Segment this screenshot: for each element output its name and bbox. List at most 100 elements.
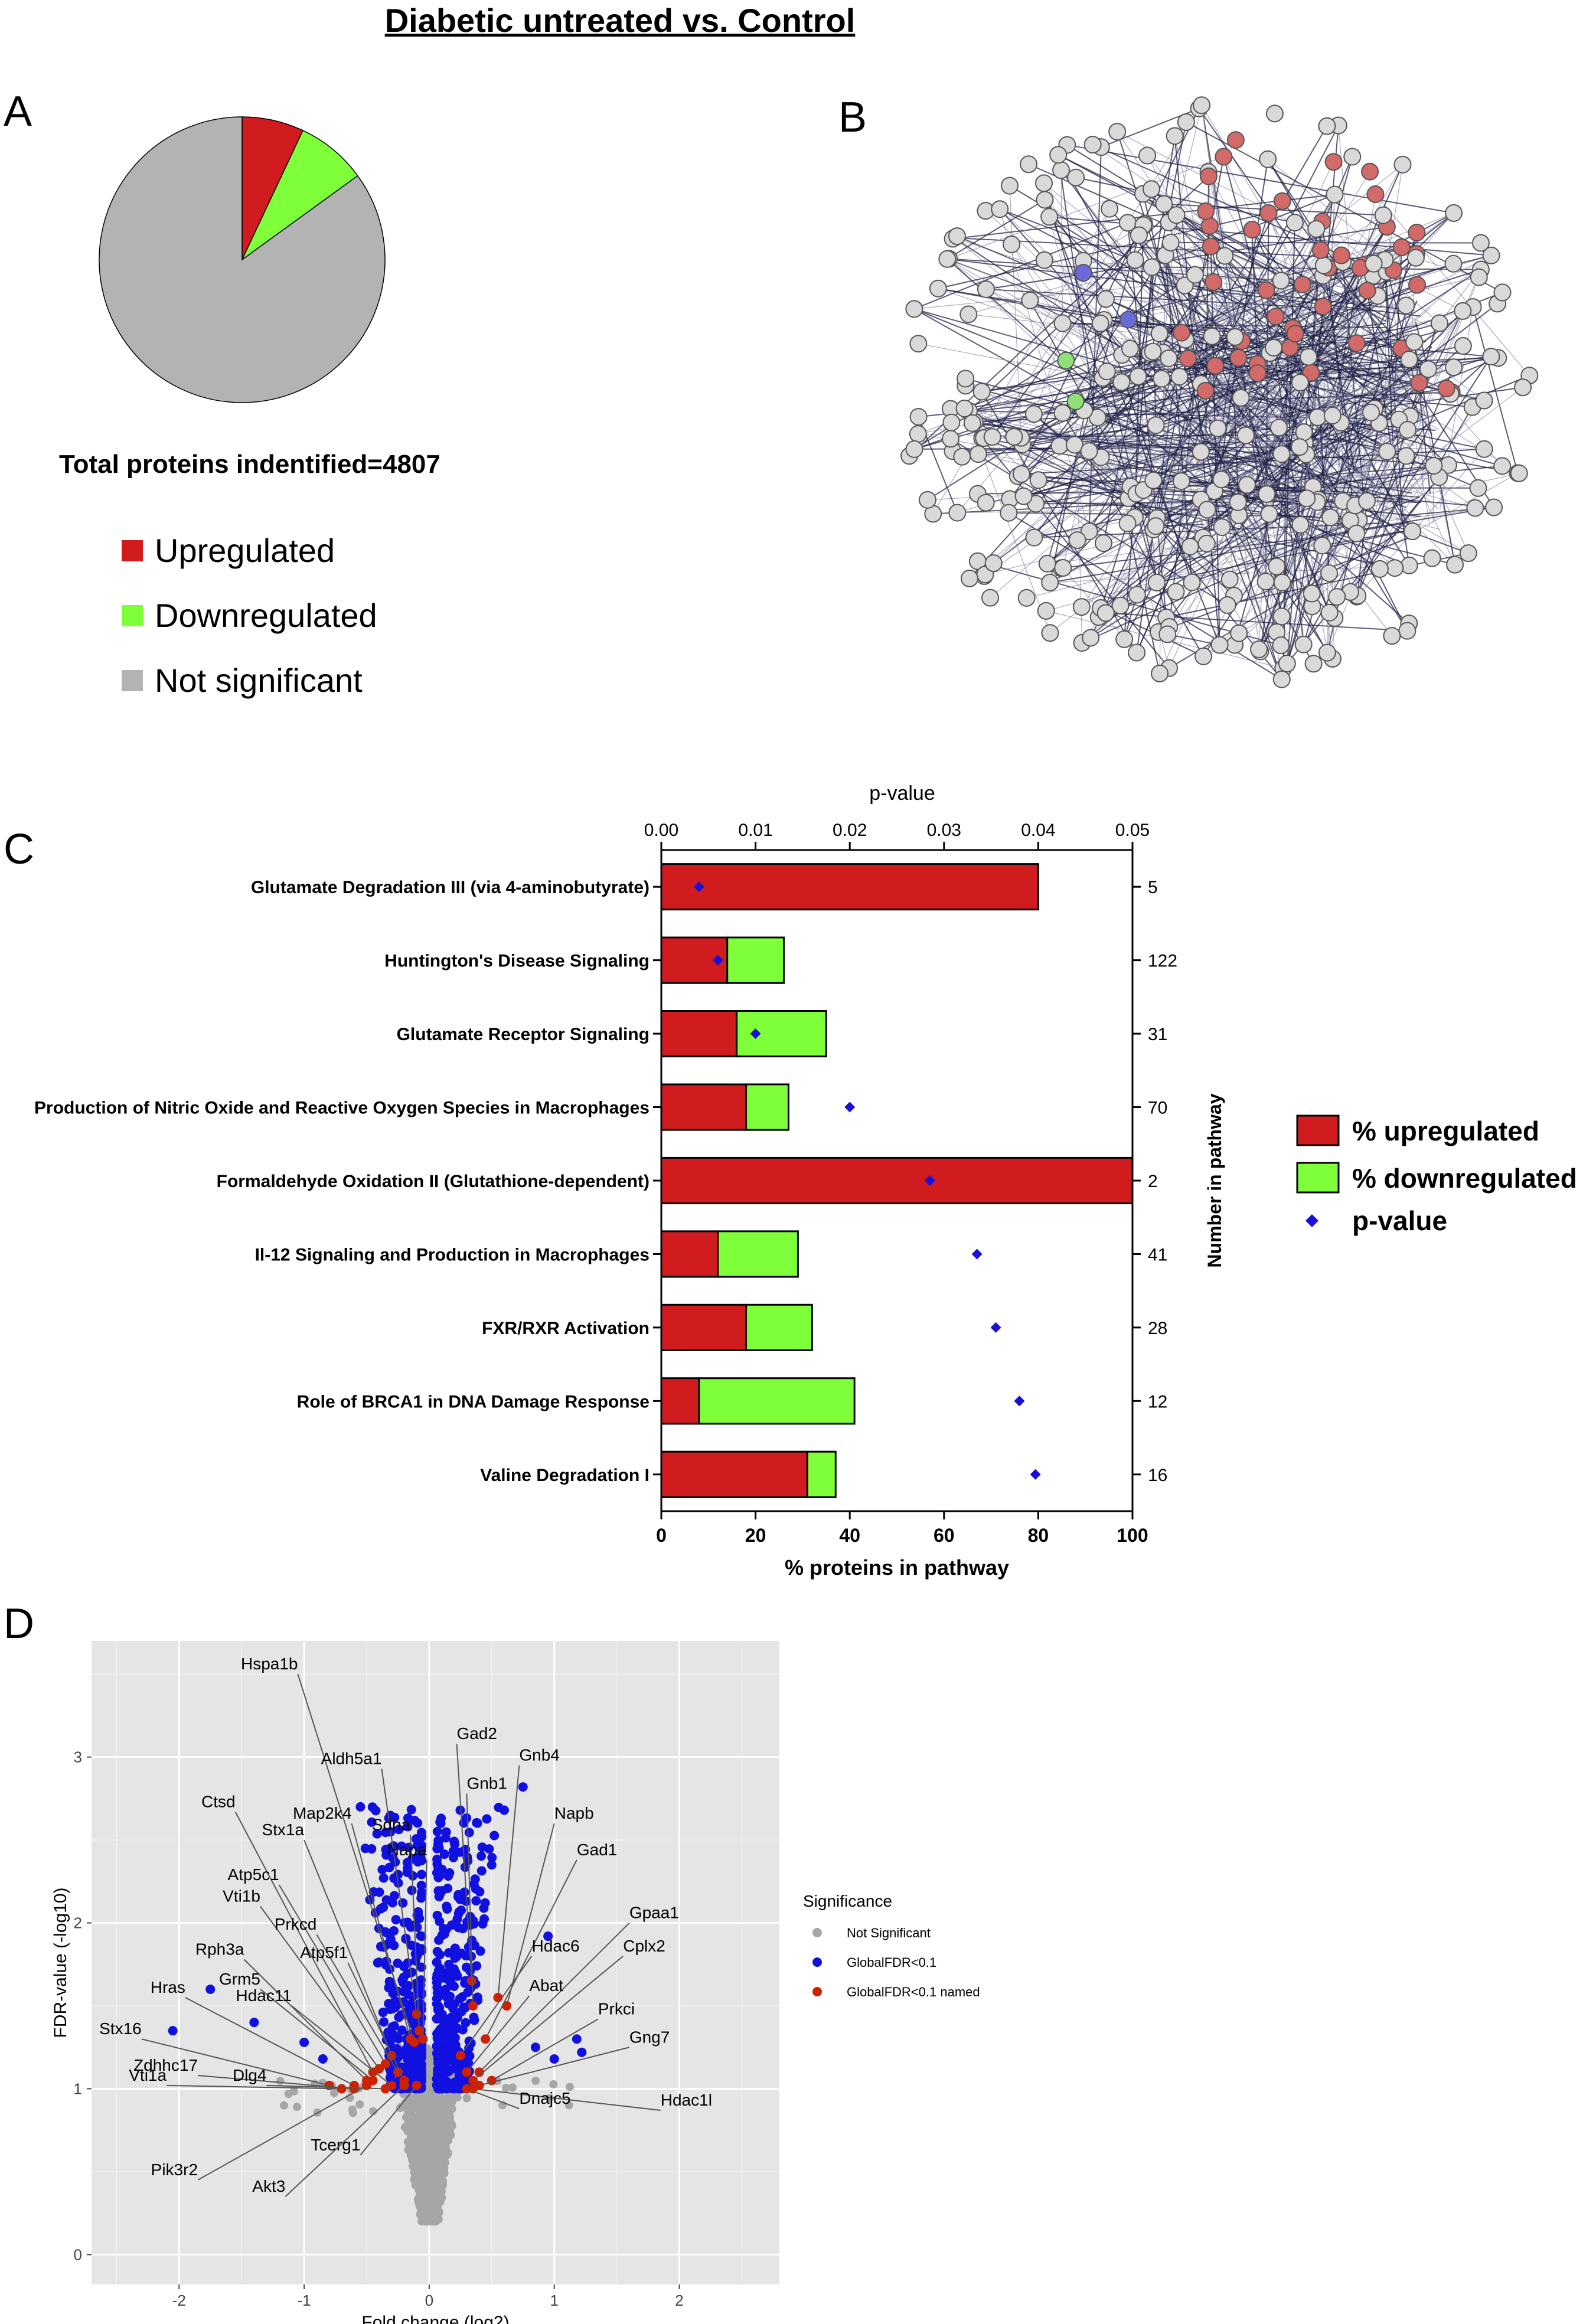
label-leader-line (466, 1793, 474, 2006)
network-node (1366, 185, 1385, 204)
point-label: Dlg4 (233, 2066, 267, 2084)
point-significant (394, 1825, 404, 1835)
label-leader-line (360, 2085, 417, 2156)
point-significant (371, 1806, 381, 1816)
y-tick-label: 2 (74, 1914, 82, 1932)
point-significant (441, 2046, 451, 2056)
point-not-significant (276, 2077, 285, 2086)
x-axis-title: % proteins in pathway (785, 1555, 1009, 1580)
point-significant (459, 1887, 469, 1897)
network-edge (1326, 437, 1519, 474)
category-label: Glutamate Degradation III (via 4-aminobu… (251, 878, 649, 897)
network-edge (1153, 422, 1380, 481)
point-significant (434, 2026, 444, 2037)
network-node (1328, 588, 1346, 606)
network-edge (1287, 476, 1440, 664)
point-significant (443, 2067, 453, 2077)
network-node (1199, 167, 1218, 185)
number-in-pathway: 5 (1148, 878, 1158, 897)
network-node (1080, 442, 1098, 460)
point-not-significant (433, 2150, 442, 2159)
network-node (1074, 264, 1092, 282)
network-node (1408, 276, 1427, 294)
label-leader-line (243, 1959, 367, 2081)
network-edge (965, 378, 1272, 460)
point-not-significant (348, 2109, 357, 2117)
point-not-significant (426, 2194, 435, 2202)
point-named (418, 2034, 428, 2044)
point-significant (417, 1832, 427, 1842)
point-not-significant (406, 2149, 415, 2158)
network-node (1108, 123, 1127, 141)
point-not-significant (422, 2109, 431, 2117)
point-named (468, 2001, 478, 2011)
network-node (1365, 254, 1383, 273)
point-significant (446, 1965, 456, 1975)
network-edge (1090, 395, 1203, 638)
network-node (1273, 573, 1291, 591)
label-leader-line (197, 2085, 367, 2181)
network-node (1192, 443, 1210, 461)
x-tick-label: 80 (1028, 1525, 1049, 1546)
point-significant (464, 1828, 474, 1838)
network-node (1347, 524, 1366, 542)
point-significant (455, 1805, 465, 1815)
point-significant (378, 2008, 388, 2018)
network-node (1347, 334, 1366, 352)
point-significant (439, 2059, 449, 2069)
network-node (1398, 622, 1416, 640)
network-node (929, 279, 947, 298)
network-node (1357, 492, 1376, 510)
network-node (1232, 388, 1250, 407)
label-leader-line (422, 1859, 427, 2039)
point-significant (398, 1898, 408, 1908)
network-node (1014, 487, 1033, 505)
network-edge (957, 437, 1021, 513)
point-not-significant (430, 2100, 439, 2109)
network-edge (1103, 319, 1193, 583)
network-edge (968, 325, 1418, 412)
network-node (1167, 583, 1185, 601)
legend-label-down: Downregulated (155, 597, 377, 634)
y-axis-title: FDR-value (-log10) (51, 1887, 70, 2038)
point-significant (399, 1962, 409, 1972)
network-node (1082, 629, 1100, 647)
point-significant (432, 1826, 442, 1836)
network-node (1143, 258, 1161, 276)
point-label: Vti1b (223, 1887, 260, 1905)
point-label: Hdac6 (532, 1937, 580, 1955)
network-edge (1251, 229, 1362, 380)
network-node (1446, 555, 1464, 574)
point-significant (383, 2027, 393, 2037)
network-node (1147, 573, 1166, 591)
network-node (1437, 380, 1455, 398)
network-edge (1136, 473, 1418, 494)
volcano-labels: Hspa1bGad2Gnb4Aldh5a1Gnb1CtsdNapbMap2k4S… (99, 1655, 712, 2197)
network-node (1129, 367, 1147, 385)
network-edge (993, 280, 1281, 564)
network-edge (1216, 445, 1304, 645)
label-leader-line (347, 1962, 405, 2081)
network-node (1466, 499, 1484, 517)
point-significant (374, 1957, 384, 1967)
point-significant (381, 1850, 391, 1860)
point-not-significant (396, 2104, 405, 2113)
network-edge (1234, 296, 1378, 645)
point-named (362, 2080, 371, 2090)
network-node (981, 589, 1000, 607)
point-significant (299, 2037, 309, 2047)
point-not-significant (419, 2155, 428, 2163)
network-node (991, 200, 1009, 218)
label-leader-line (410, 1835, 420, 2031)
network-node (1308, 408, 1327, 426)
network-node (1200, 217, 1219, 235)
network-node (1210, 636, 1229, 654)
network-edge (1136, 447, 1227, 653)
network-node (1170, 368, 1189, 386)
network-node (1248, 364, 1267, 383)
network-node (1218, 596, 1236, 614)
legend-marker-pvalue (1305, 1214, 1318, 1227)
network-node (1067, 168, 1085, 187)
network-edge (1259, 300, 1418, 652)
bar-upregulated (660, 1010, 738, 1058)
